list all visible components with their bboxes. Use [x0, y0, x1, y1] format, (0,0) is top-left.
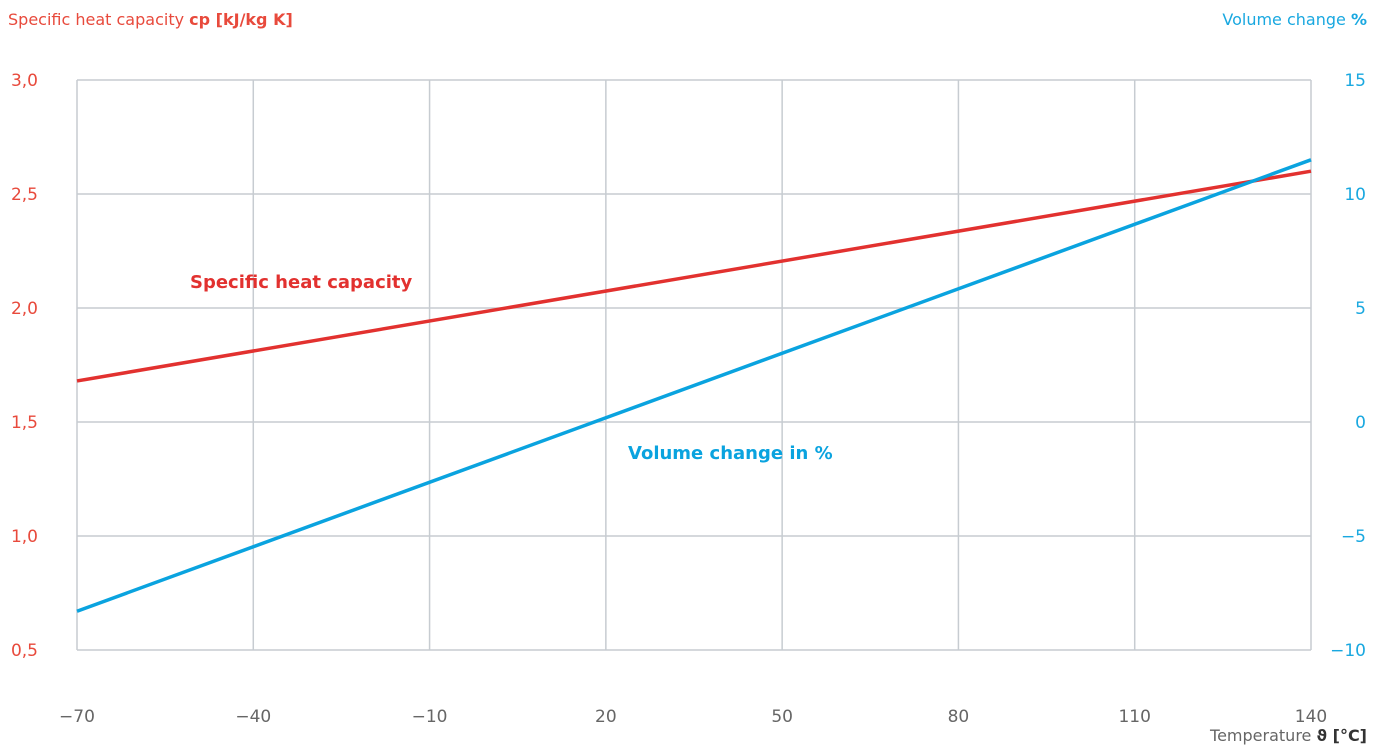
left-axis-title: Specific heat capacity cp [kJ/kg K] [8, 10, 293, 29]
x-tick-label: −70 [59, 707, 95, 727]
left-tick-label: 1,0 [11, 527, 38, 547]
right-tick-label: −5 [1341, 527, 1366, 547]
volume-change-label: Volume change in % [628, 443, 833, 464]
tick-labels: −70 −40 −10 20 50 80 110 1400,51,01,52,02,53,0−… [11, 71, 1366, 727]
series-lines [76, 158, 1312, 613]
right-tick-label: 0 [1355, 413, 1366, 433]
x-axis-title-unit: ϑ [°C] [1316, 726, 1367, 745]
right-axis-title-unit: % [1350, 10, 1367, 29]
x-tick-label: 140 [1295, 707, 1327, 727]
right-axis-title: Volume change % [1222, 10, 1367, 29]
left-tick-label: 3,0 [11, 71, 38, 91]
left-tick-label: 0,5 [11, 641, 38, 661]
left-tick-label: 1,5 [11, 413, 38, 433]
left-axis-title-unit: cp [kJ/kg K] [189, 10, 293, 29]
x-tick-label: 110 [1118, 707, 1150, 727]
x-axis-title-text: Temperature [1210, 726, 1312, 745]
x-tick-label: 50 [771, 707, 793, 727]
left-tick-label: 2,5 [11, 185, 38, 205]
x-tick-label: −10 [412, 707, 448, 727]
right-axis-title-text: Volume change [1222, 10, 1346, 29]
specific-heat-capacity-label: Specific heat capacity [190, 272, 413, 293]
series-labels: Specific heat capacity Volume change in % [190, 272, 833, 464]
x-tick-label: 20 [595, 707, 617, 727]
x-tick-label: −40 [235, 707, 271, 727]
right-tick-label: 5 [1355, 299, 1366, 319]
left-tick-label: 2,0 [11, 299, 38, 319]
grid-lines [76, 79, 1312, 651]
x-tick-label: 80 [948, 707, 970, 727]
left-axis-title-text: Specific heat capacity [8, 10, 185, 29]
right-tick-label: 15 [1344, 71, 1366, 91]
right-tick-label: 10 [1344, 185, 1366, 205]
right-tick-label: −10 [1330, 641, 1366, 661]
x-axis-title: Temperature ϑ [°C] [1210, 726, 1367, 745]
specific-heat-capacity-line [76, 169, 1312, 383]
volume-change-line [76, 158, 1312, 613]
